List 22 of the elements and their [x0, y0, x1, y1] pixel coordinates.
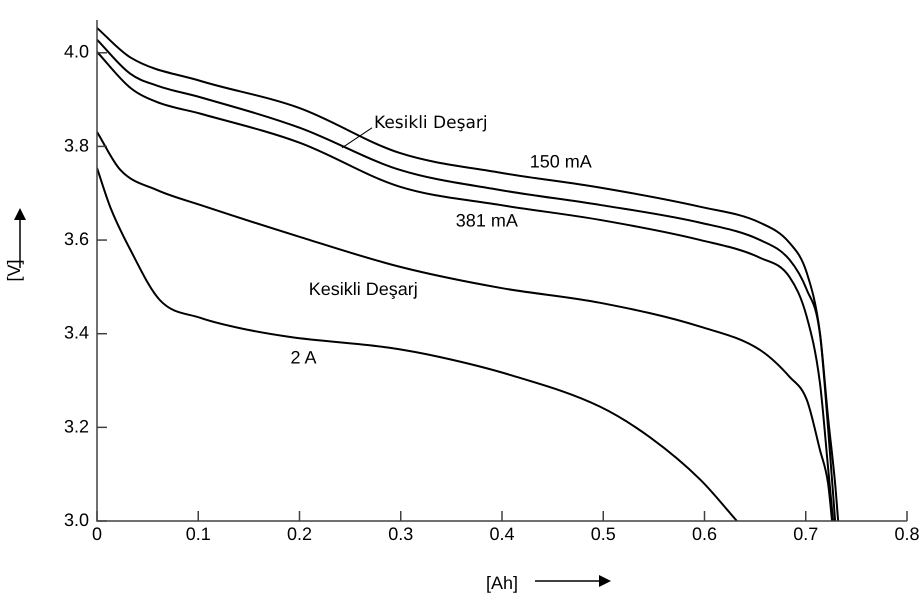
x-tick-label: 0 — [92, 524, 102, 544]
y-axis-title: [V] — [4, 259, 24, 282]
x-tick-label: 0.2 — [286, 524, 312, 544]
annotation: 381 mA — [456, 210, 518, 231]
x-tick-label: 0.6 — [692, 524, 718, 544]
x-tick-label: 0.5 — [590, 524, 616, 544]
y-tick-label: 3.4 — [64, 322, 89, 343]
x-tick-label: 0.7 — [793, 524, 818, 544]
x-axis-title: [Ah] — [486, 573, 518, 594]
y-tick-label: 3.0 — [64, 510, 89, 530]
annotation: Kesikli Deşarj — [308, 279, 418, 300]
y-tick-label: 3.2 — [64, 416, 89, 436]
x-tick-label: 0.8 — [894, 524, 920, 544]
y-tick-label: 4.0 — [64, 42, 89, 62]
x-tick-label: 0.1 — [186, 524, 211, 544]
y-tick-label: 3.8 — [64, 135, 89, 156]
annotation: Kesikli Deşarj — [374, 113, 488, 134]
x-tick-label: 0.4 — [489, 524, 515, 544]
annotation: 2 A — [290, 347, 317, 368]
y-tick-label: 3.6 — [64, 229, 89, 250]
annotation: 150 mA — [530, 152, 592, 172]
x-tick-label: 0.3 — [388, 524, 414, 544]
